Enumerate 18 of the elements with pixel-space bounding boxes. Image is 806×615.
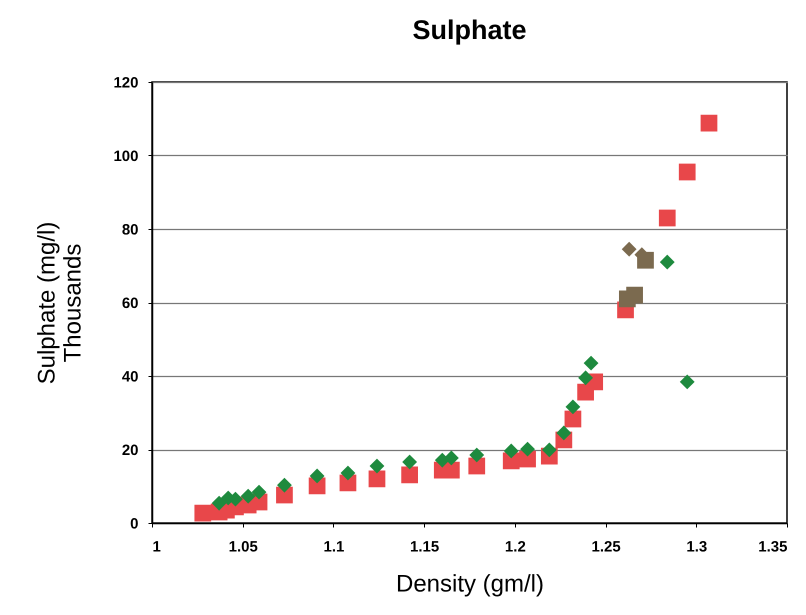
x-tick-label: 1.1 (324, 538, 344, 556)
y-tick-label: 0 (130, 516, 138, 532)
y-tick-label: 100 (113, 148, 138, 165)
y-tick-label: 20 (122, 442, 138, 459)
x-tick-label: 1 (152, 538, 161, 556)
x-tick-label: 1.05 (228, 538, 258, 556)
y-tick-label: 60 (122, 295, 138, 312)
x-tick-label: 1.25 (591, 538, 621, 556)
y-tick-label: 80 (122, 222, 138, 238)
x-axis-title: Density (gm/l) (396, 570, 544, 598)
x-tick-label: 1.3 (686, 538, 708, 556)
x-tick-label: 1.2 (504, 538, 526, 556)
x-tick-label: 1.35 (758, 538, 788, 556)
x-tick-label: 1.15 (410, 538, 440, 556)
y-tick-label: 40 (122, 368, 138, 386)
y-tick-label: 120 (113, 74, 138, 92)
y-axis-title: Sulphate (mg/l) Thousands (33, 222, 86, 384)
chart-title: Sulphate (412, 15, 527, 45)
